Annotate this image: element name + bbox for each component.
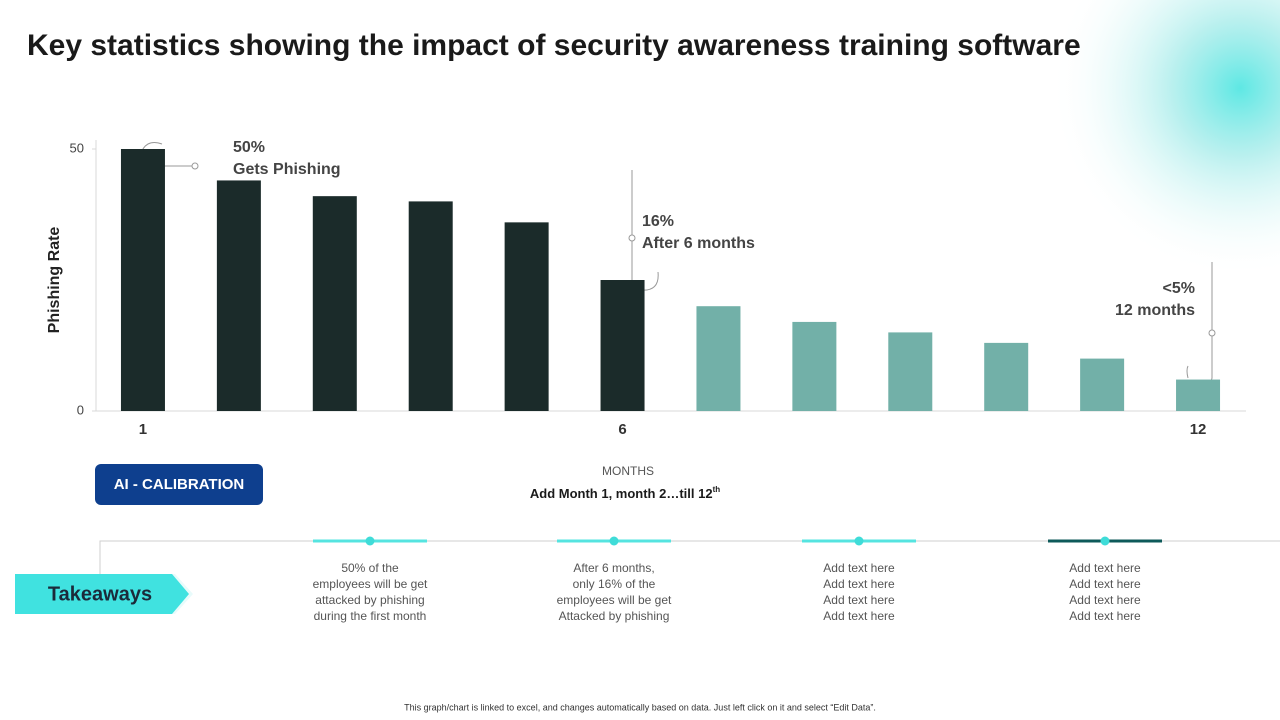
annotation-text: Gets Phishing <box>233 161 341 178</box>
takeaway-text: Add text here <box>823 577 895 591</box>
annotation-leaders <box>139 142 1216 389</box>
x-axis-note: Add Month 1, month 2…till 12th <box>530 485 720 501</box>
takeaway-dot <box>1100 536 1110 546</box>
footer-note: This graph/chart is linked to excel, and… <box>404 702 876 712</box>
takeaway-text: Add text here <box>1069 593 1141 607</box>
y-tick-label: 50 <box>70 140 84 155</box>
y-axis-title: Phishing Rate <box>46 227 63 334</box>
takeaway-text: Add text here <box>1069 577 1141 591</box>
takeaway-text: After 6 months, <box>573 561 654 575</box>
bar <box>408 201 453 411</box>
leader-dot <box>628 234 636 242</box>
leader-dot <box>1208 329 1216 337</box>
takeaway-items: 50% of the employees will be get attacked … <box>313 536 1162 623</box>
takeaway-text: Add text here <box>823 609 895 623</box>
leader-dot <box>191 162 199 170</box>
annotation-text: 12 months <box>1115 302 1195 319</box>
annotation-value: 50% <box>233 139 265 156</box>
x-tick-label: 6 <box>618 421 626 438</box>
y-tick-label: 0 <box>77 402 84 417</box>
takeaway-text: Add text here <box>823 593 895 607</box>
bar <box>1176 379 1221 411</box>
takeaway-text: during the first month <box>314 609 427 623</box>
takeaway-text: 50% of the <box>341 561 399 575</box>
annotation-text: After 6 months <box>642 235 755 252</box>
takeaway-dot <box>609 536 619 546</box>
takeaway-text: Attacked by phishing <box>559 609 670 623</box>
bar <box>984 342 1029 411</box>
bar <box>888 332 933 411</box>
x-axis-title: MONTHS <box>602 464 654 478</box>
takeaway-text: only 16% of the <box>573 577 656 591</box>
bar <box>600 280 645 411</box>
slide-title: Key statistics showing the impact of sec… <box>27 29 1081 62</box>
takeaways-tag <box>15 574 189 614</box>
bar <box>696 306 741 411</box>
takeaway-text: Add text here <box>1069 609 1141 623</box>
takeaway-dot <box>365 536 375 546</box>
takeaways-label: Takeaways <box>48 583 152 605</box>
x-tick-label: 1 <box>139 421 147 438</box>
takeaway-text: employees will be get <box>313 577 428 591</box>
takeaway-text: attacked by phishing <box>315 593 424 607</box>
glow <box>1050 0 1280 278</box>
takeaway-dot <box>854 536 864 546</box>
bar <box>792 321 837 411</box>
x-note-sup: th <box>713 485 721 494</box>
annotation-value: 16% <box>642 213 674 230</box>
annotation-value: <5% <box>1163 280 1195 297</box>
takeaway-text: Add text here <box>823 561 895 575</box>
takeaway-text: employees will be get <box>557 593 672 607</box>
x-tick-label: 12 <box>1190 421 1207 438</box>
bar <box>216 180 261 411</box>
takeaway-text: Add text here <box>1069 561 1141 575</box>
button-label[interactable]: AI - CALIBRATION <box>114 476 245 493</box>
calibration-button[interactable] <box>95 464 263 505</box>
bar <box>120 149 165 411</box>
bar <box>312 196 357 411</box>
bar <box>504 222 549 411</box>
bar <box>1080 358 1125 411</box>
x-note-text: Add Month 1, month 2…till 12 <box>530 486 713 501</box>
